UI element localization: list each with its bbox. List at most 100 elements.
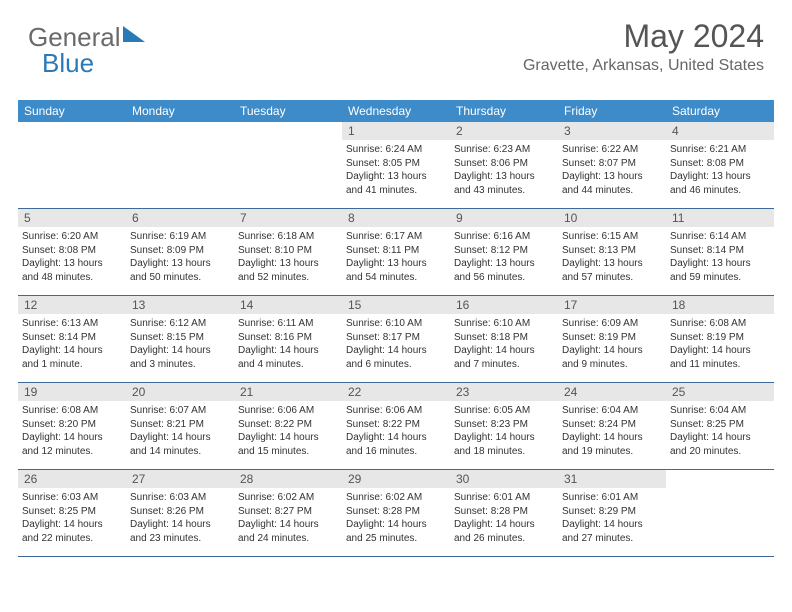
- sunrise-line: Sunrise: 6:06 AM: [346, 404, 446, 418]
- day-body: Sunrise: 6:03 AMSunset: 8:26 PMDaylight:…: [126, 488, 234, 550]
- logo-triangle-icon: [123, 26, 145, 42]
- day-number: 31: [558, 470, 666, 488]
- day-body: Sunrise: 6:16 AMSunset: 8:12 PMDaylight:…: [450, 227, 558, 289]
- day-cell: 16Sunrise: 6:10 AMSunset: 8:18 PMDayligh…: [450, 296, 558, 382]
- daylight-line: Daylight: 14 hours and 9 minutes.: [562, 344, 662, 371]
- day-cell: 23Sunrise: 6:05 AMSunset: 8:23 PMDayligh…: [450, 383, 558, 469]
- sunrise-line: Sunrise: 6:23 AM: [454, 143, 554, 157]
- day-number: 25: [666, 383, 774, 401]
- day-number: 20: [126, 383, 234, 401]
- daylight-line: Daylight: 14 hours and 27 minutes.: [562, 518, 662, 545]
- sunrise-line: Sunrise: 6:12 AM: [130, 317, 230, 331]
- day-cell: 5Sunrise: 6:20 AMSunset: 8:08 PMDaylight…: [18, 209, 126, 295]
- sunset-line: Sunset: 8:27 PM: [238, 505, 338, 519]
- sunset-line: Sunset: 8:18 PM: [454, 331, 554, 345]
- day-cell: 22 Sunrise: 6:06 AMSunset: 8:22 PMDayligh…: [342, 383, 450, 469]
- daylight-line: Daylight: 14 hours and 20 minutes.: [670, 431, 770, 458]
- sunrise-line: Sunrise: 6:22 AM: [562, 143, 662, 157]
- sunset-line: Sunset: 8:13 PM: [562, 244, 662, 258]
- day-cell: [666, 470, 774, 556]
- day-number: 29: [342, 470, 450, 488]
- day-body: Sunrise: 6:18 AMSunset: 8:10 PMDaylight:…: [234, 227, 342, 289]
- day-cell: [234, 122, 342, 208]
- day-cell: 4Sunrise: 6:21 AMSunset: 8:08 PMDaylight…: [666, 122, 774, 208]
- sunset-line: Sunset: 8:19 PM: [670, 331, 770, 345]
- day-header: Saturday: [666, 100, 774, 122]
- day-header-row: SundayMondayTuesdayWednesdayThursdayFrid…: [18, 100, 774, 122]
- daylight-line: Daylight: 14 hours and 23 minutes.: [130, 518, 230, 545]
- day-body: Sunrise: 6:08 AMSunset: 8:20 PMDaylight:…: [18, 401, 126, 463]
- day-body: Sunrise: 6:17 AMSunset: 8:11 PMDaylight:…: [342, 227, 450, 289]
- day-body: Sunrise: 6:01 AMSunset: 8:28 PMDaylight:…: [450, 488, 558, 550]
- sunset-line: Sunset: 8:22 PM: [346, 418, 446, 432]
- day-body: Sunrise: 6:05 AMSunset: 8:23 PMDaylight:…: [450, 401, 558, 463]
- day-number: 15: [342, 296, 450, 314]
- sunset-line: Sunset: 8:21 PM: [130, 418, 230, 432]
- day-body: Sunrise: 6:04 AMSunset: 8:24 PMDaylight:…: [558, 401, 666, 463]
- day-number: 6: [126, 209, 234, 227]
- week-row: 19Sunrise: 6:08 AMSunset: 8:20 PMDayligh…: [18, 383, 774, 470]
- daylight-line: Daylight: 14 hours and 7 minutes.: [454, 344, 554, 371]
- sunset-line: Sunset: 8:08 PM: [22, 244, 122, 258]
- sunset-line: Sunset: 8:05 PM: [346, 157, 446, 171]
- sunrise-line: Sunrise: 6:08 AM: [22, 404, 122, 418]
- location: Gravette, Arkansas, United States: [523, 57, 764, 75]
- sunrise-line: Sunrise: 6:01 AM: [562, 491, 662, 505]
- sunrise-line: Sunrise: 6:11 AM: [238, 317, 338, 331]
- day-body: Sunrise: 6:24 AMSunset: 8:05 PMDaylight:…: [342, 140, 450, 202]
- day-number: 10: [558, 209, 666, 227]
- daylight-line: Daylight: 13 hours and 52 minutes.: [238, 257, 338, 284]
- day-cell: 31Sunrise: 6:01 AMSunset: 8:29 PMDayligh…: [558, 470, 666, 556]
- day-cell: 21Sunrise: 6:06 AMSunset: 8:22 PMDayligh…: [234, 383, 342, 469]
- day-header: Monday: [126, 100, 234, 122]
- day-cell: 14Sunrise: 6:11 AMSunset: 8:16 PMDayligh…: [234, 296, 342, 382]
- sunrise-line: Sunrise: 6:07 AM: [130, 404, 230, 418]
- daylight-line: Daylight: 13 hours and 56 minutes.: [454, 257, 554, 284]
- daylight-line: Daylight: 14 hours and 4 minutes.: [238, 344, 338, 371]
- header-right: May 2024 Gravette, Arkansas, United Stat…: [523, 18, 764, 75]
- day-body: Sunrise: 6:06 AMSunset: 8:22 PMDaylight:…: [234, 401, 342, 463]
- sunset-line: Sunset: 8:28 PM: [454, 505, 554, 519]
- day-cell: 15Sunrise: 6:10 AMSunset: 8:17 PMDayligh…: [342, 296, 450, 382]
- sunset-line: Sunset: 8:06 PM: [454, 157, 554, 171]
- sunset-line: Sunset: 8:17 PM: [346, 331, 446, 345]
- day-number: 3: [558, 122, 666, 140]
- week-row: 5Sunrise: 6:20 AMSunset: 8:08 PMDaylight…: [18, 209, 774, 296]
- day-number: 18: [666, 296, 774, 314]
- day-cell: 20Sunrise: 6:07 AMSunset: 8:21 PMDayligh…: [126, 383, 234, 469]
- day-cell: 6Sunrise: 6:19 AMSunset: 8:09 PMDaylight…: [126, 209, 234, 295]
- day-cell: 9Sunrise: 6:16 AMSunset: 8:12 PMDaylight…: [450, 209, 558, 295]
- week-row: 1Sunrise: 6:24 AMSunset: 8:05 PMDaylight…: [18, 122, 774, 209]
- sunrise-line: Sunrise: 6:06 AM: [238, 404, 338, 418]
- sunset-line: Sunset: 8:23 PM: [454, 418, 554, 432]
- day-body: Sunrise: 6:21 AMSunset: 8:08 PMDaylight:…: [666, 140, 774, 202]
- day-cell: 24Sunrise: 6:04 AMSunset: 8:24 PMDayligh…: [558, 383, 666, 469]
- sunrise-line: Sunrise: 6:03 AM: [22, 491, 122, 505]
- day-body: Sunrise: 6:22 AMSunset: 8:07 PMDaylight:…: [558, 140, 666, 202]
- daylight-line: Daylight: 14 hours and 16 minutes.: [346, 431, 446, 458]
- day-number: 17: [558, 296, 666, 314]
- daylight-line: Daylight: 14 hours and 25 minutes.: [346, 518, 446, 545]
- day-cell: 1Sunrise: 6:24 AMSunset: 8:05 PMDaylight…: [342, 122, 450, 208]
- day-number: 5: [18, 209, 126, 227]
- daylight-line: Daylight: 14 hours and 19 minutes.: [562, 431, 662, 458]
- day-number: 7: [234, 209, 342, 227]
- day-cell: [18, 122, 126, 208]
- sunset-line: Sunset: 8:08 PM: [670, 157, 770, 171]
- sunrise-line: Sunrise: 6:15 AM: [562, 230, 662, 244]
- day-cell: 17Sunrise: 6:09 AMSunset: 8:19 PMDayligh…: [558, 296, 666, 382]
- sunrise-line: Sunrise: 6:08 AM: [670, 317, 770, 331]
- day-cell: [126, 122, 234, 208]
- day-number: 22: [342, 383, 450, 401]
- day-body: Sunrise: 6:04 AMSunset: 8:25 PMDaylight:…: [666, 401, 774, 463]
- day-number: 13: [126, 296, 234, 314]
- day-number: 24: [558, 383, 666, 401]
- day-number: 19: [18, 383, 126, 401]
- daylight-line: Daylight: 14 hours and 24 minutes.: [238, 518, 338, 545]
- day-number: 14: [234, 296, 342, 314]
- day-number: 30: [450, 470, 558, 488]
- sunrise-line: Sunrise: 6:02 AM: [238, 491, 338, 505]
- sunset-line: Sunset: 8:14 PM: [22, 331, 122, 345]
- sunrise-line: Sunrise: 6:05 AM: [454, 404, 554, 418]
- day-cell: 26Sunrise: 6:03 AMSunset: 8:25 PMDayligh…: [18, 470, 126, 556]
